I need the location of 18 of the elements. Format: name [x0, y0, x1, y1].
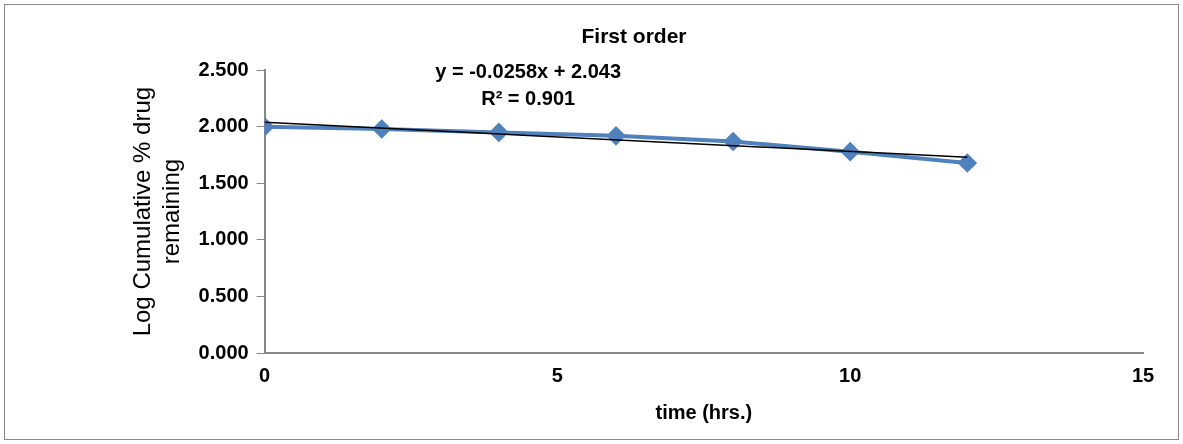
point	[606, 126, 625, 145]
x-tick-label: 15	[1131, 363, 1155, 386]
x-tick-label: 5	[551, 363, 563, 386]
y-tick-label: 1.000	[198, 227, 249, 250]
y-tick-label: 2.000	[198, 114, 249, 137]
point	[958, 153, 977, 172]
annotation: y = -0.0258x + 2.043	[435, 59, 622, 82]
chart-title: First order	[581, 24, 687, 48]
y-axis-title: Log Cumulative % drug remaining	[128, 86, 184, 337]
x-tick-label: 10	[839, 363, 862, 386]
x-tick-label: 0	[259, 363, 271, 386]
y-tick-label: 2.500	[198, 57, 249, 80]
annotation: R² = 0.901	[481, 86, 576, 109]
point	[724, 132, 743, 151]
x-axis-title: time (hrs.)	[655, 400, 753, 423]
y-tick-label: 0.500	[198, 283, 249, 306]
y-tick-label: 1.500	[198, 170, 249, 193]
y-tick-label: 0.000	[198, 340, 249, 363]
